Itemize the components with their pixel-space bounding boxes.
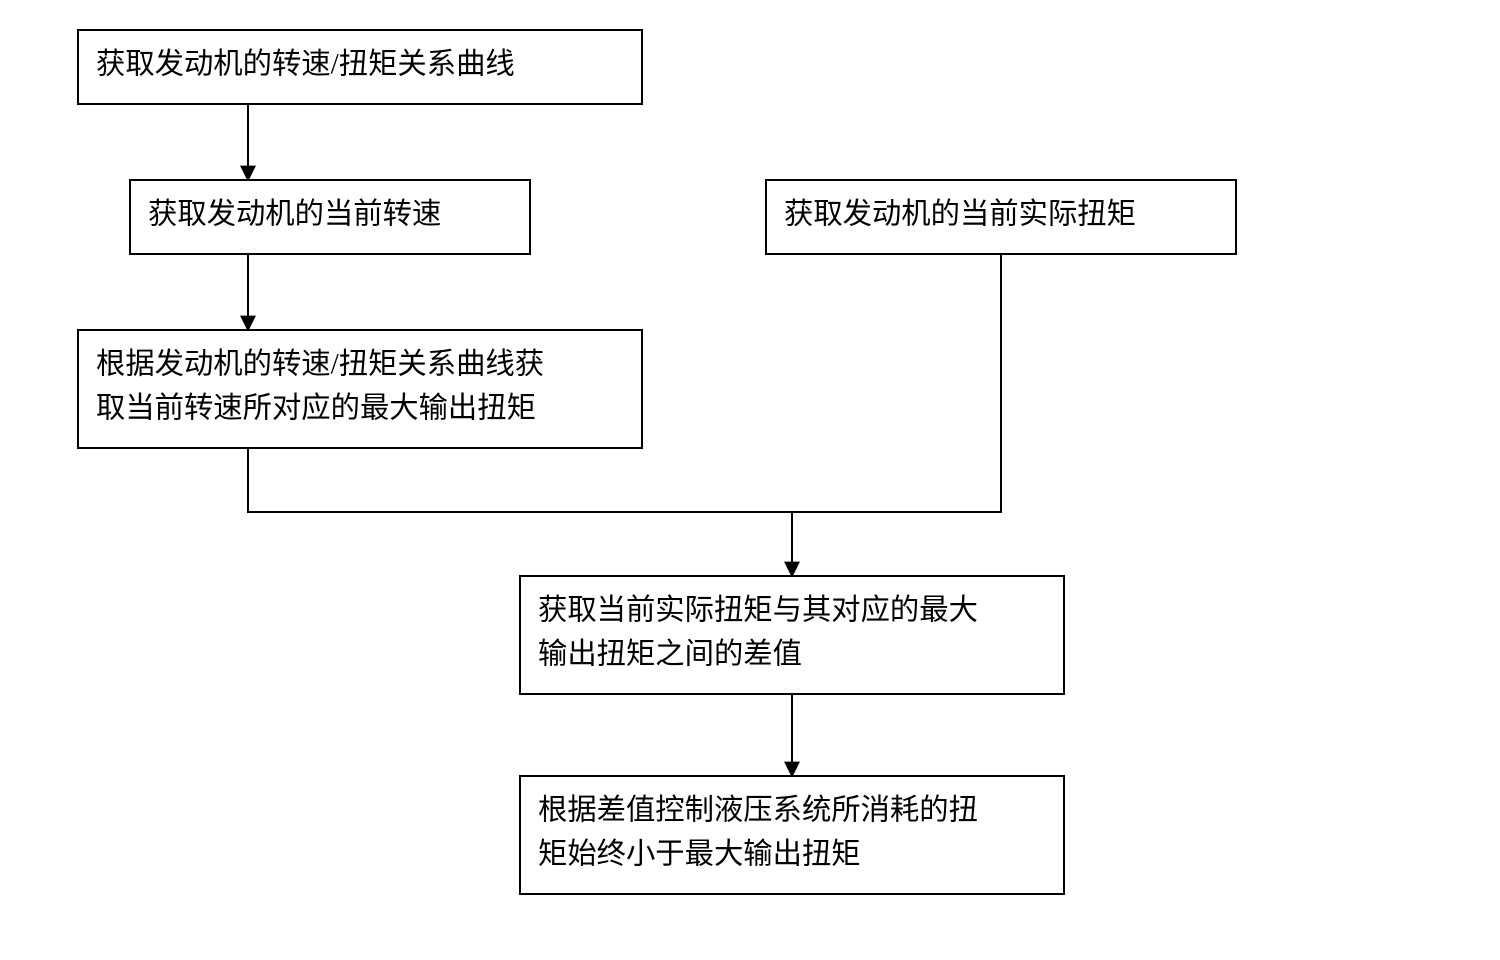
node-n2-label-0: 获取发动机的当前转速 <box>148 198 441 231</box>
node-n5-box <box>520 576 1064 694</box>
node-n3-label-1: 取当前转速所对应的最大输出扭矩 <box>96 392 536 425</box>
node-n3-label-0: 根据发动机的转速/扭矩关系曲线获 <box>96 348 544 381</box>
node-n2: 获取发动机的当前转速 <box>130 180 530 254</box>
node-n4-label-0: 获取发动机的当前实际扭矩 <box>784 198 1136 231</box>
node-n4: 获取发动机的当前实际扭矩 <box>766 180 1236 254</box>
node-n1: 获取发动机的转速/扭矩关系曲线 <box>78 30 642 104</box>
node-n5-label-0: 获取当前实际扭矩与其对应的最大 <box>538 594 978 627</box>
node-n3: 根据发动机的转速/扭矩关系曲线获取当前转速所对应的最大输出扭矩 <box>78 330 642 448</box>
node-n1-label-0: 获取发动机的转速/扭矩关系曲线 <box>96 48 515 81</box>
node-n6-label-1: 矩始终小于最大输出扭矩 <box>538 838 861 871</box>
edge-n3-n5 <box>248 448 792 576</box>
node-n6-label-0: 根据差值控制液压系统所消耗的扭 <box>538 794 978 827</box>
node-n6: 根据差值控制液压系统所消耗的扭矩始终小于最大输出扭矩 <box>520 776 1064 894</box>
edge-n4-n5 <box>792 254 1001 576</box>
node-n5: 获取当前实际扭矩与其对应的最大输出扭矩之间的差值 <box>520 576 1064 694</box>
node-n3-box <box>78 330 642 448</box>
node-n6-box <box>520 776 1064 894</box>
node-n5-label-1: 输出扭矩之间的差值 <box>538 638 802 671</box>
